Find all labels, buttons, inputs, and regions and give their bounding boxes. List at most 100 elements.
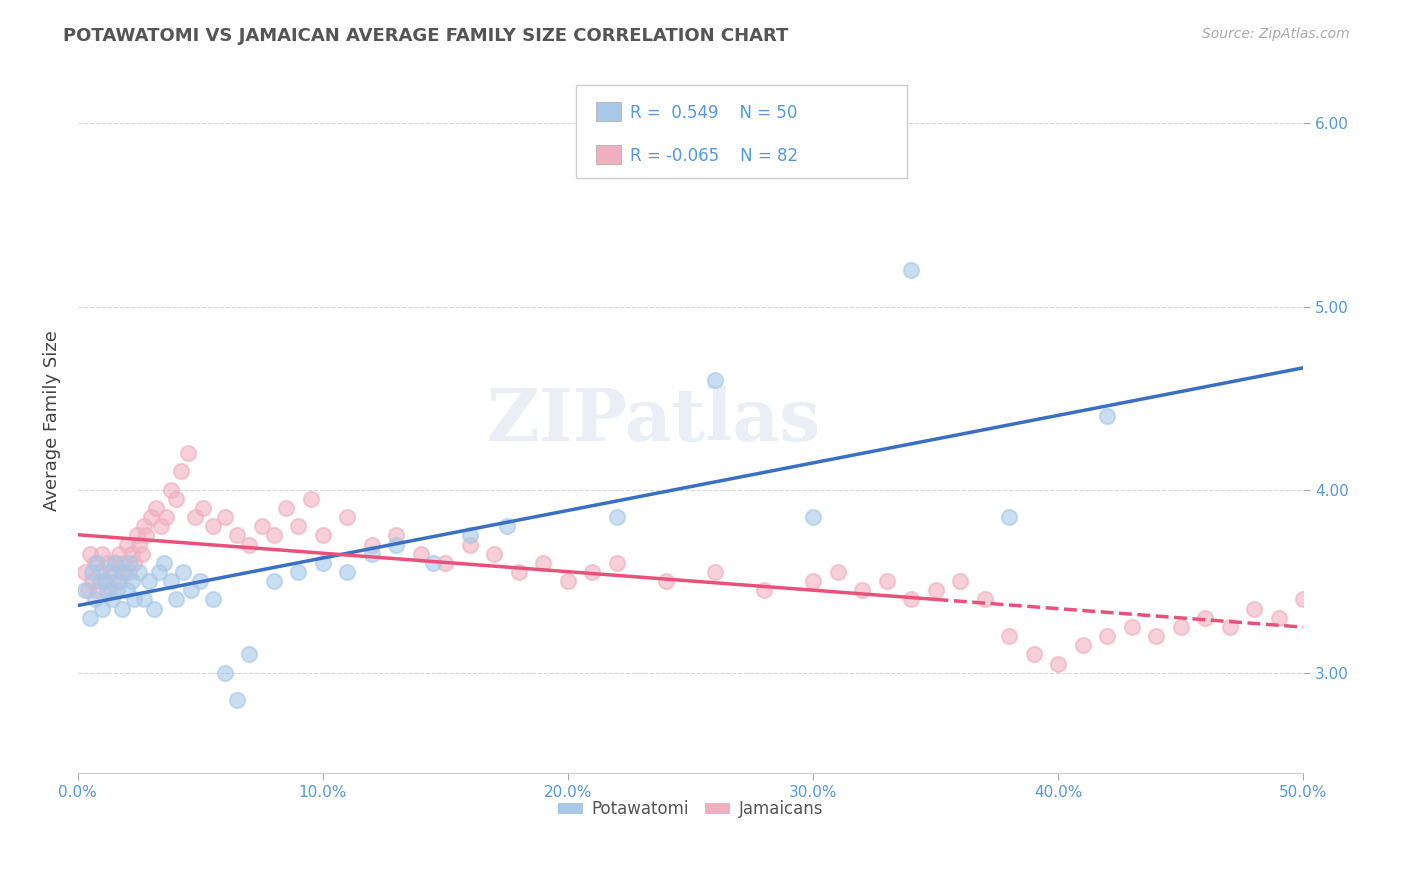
Point: [851, 583, 873, 598]
Point: [112, 565, 135, 579]
Point: [385, 528, 408, 542]
Point: [145, 500, 167, 515]
Point: [655, 574, 678, 589]
Point: [172, 565, 194, 579]
Point: [84, 556, 107, 570]
Point: [1267, 611, 1289, 625]
Point: [128, 537, 150, 551]
Point: [177, 446, 200, 460]
Point: [360, 537, 382, 551]
Point: [93, 574, 115, 589]
Point: [434, 556, 457, 570]
Point: [287, 519, 309, 533]
Point: [108, 547, 131, 561]
Point: [103, 556, 125, 570]
Point: [801, 510, 824, 524]
Point: [998, 629, 1021, 643]
Point: [238, 648, 260, 662]
Point: [105, 574, 128, 589]
Point: [111, 565, 134, 579]
Point: [1243, 601, 1265, 615]
Point: [115, 583, 138, 598]
Point: [125, 528, 148, 542]
Point: [160, 483, 183, 497]
Point: [101, 592, 124, 607]
Text: POTAWATOMI VS JAMAICAN AVERAGE FAMILY SIZE CORRELATION CHART: POTAWATOMI VS JAMAICAN AVERAGE FAMILY SI…: [63, 27, 789, 45]
Point: [900, 263, 922, 277]
Point: [155, 510, 177, 524]
Point: [89, 574, 111, 589]
Point: [118, 565, 141, 579]
Point: [484, 547, 506, 561]
Point: [148, 565, 170, 579]
Point: [274, 500, 297, 515]
Point: [82, 565, 104, 579]
Text: R =  0.549    N = 50: R = 0.549 N = 50: [630, 104, 797, 122]
Point: [752, 583, 775, 598]
Point: [170, 464, 193, 478]
Point: [160, 574, 183, 589]
Point: [360, 547, 382, 561]
Point: [214, 510, 236, 524]
Point: [226, 693, 249, 707]
Point: [238, 537, 260, 551]
Text: Source: ZipAtlas.com: Source: ZipAtlas.com: [1202, 27, 1350, 41]
Point: [86, 583, 108, 598]
Point: [75, 583, 97, 598]
Point: [924, 583, 946, 598]
Point: [141, 510, 163, 524]
Point: [128, 565, 150, 579]
Point: [131, 547, 153, 561]
Point: [82, 574, 104, 589]
Point: [998, 510, 1021, 524]
Point: [900, 592, 922, 607]
Point: [118, 556, 141, 570]
Point: [581, 565, 603, 579]
Point: [86, 556, 108, 570]
Point: [1022, 648, 1045, 662]
Point: [458, 537, 481, 551]
Point: [108, 574, 131, 589]
Point: [226, 528, 249, 542]
Point: [89, 565, 111, 579]
Point: [606, 556, 628, 570]
Point: [250, 519, 273, 533]
Point: [76, 583, 98, 598]
Text: R = -0.065    N = 82: R = -0.065 N = 82: [630, 147, 799, 165]
Point: [105, 583, 128, 598]
Point: [299, 491, 322, 506]
Point: [495, 519, 517, 533]
Point: [533, 556, 555, 570]
Point: [422, 556, 444, 570]
Point: [91, 547, 114, 561]
Point: [122, 556, 145, 570]
Point: [263, 528, 285, 542]
Point: [150, 519, 173, 533]
Point: [138, 574, 160, 589]
Point: [180, 583, 202, 598]
Point: [201, 592, 224, 607]
Point: [103, 556, 125, 570]
Point: [1095, 409, 1118, 424]
Point: [1095, 629, 1118, 643]
Point: [801, 574, 824, 589]
Point: [508, 565, 530, 579]
Point: [132, 519, 155, 533]
Point: [263, 574, 285, 589]
Point: [79, 611, 101, 625]
Point: [165, 491, 187, 506]
Point: [152, 556, 174, 570]
Point: [1121, 620, 1143, 634]
Point: [101, 565, 124, 579]
Point: [1194, 611, 1216, 625]
Legend: Potawatomi, Jamaicans: Potawatomi, Jamaicans: [551, 794, 830, 825]
Point: [1071, 638, 1094, 652]
Point: [93, 574, 115, 589]
Point: [704, 565, 727, 579]
Point: [84, 592, 107, 607]
Text: ZIPatlas: ZIPatlas: [486, 385, 821, 457]
Point: [973, 592, 995, 607]
Point: [135, 528, 157, 542]
Point: [827, 565, 849, 579]
Point: [409, 547, 432, 561]
